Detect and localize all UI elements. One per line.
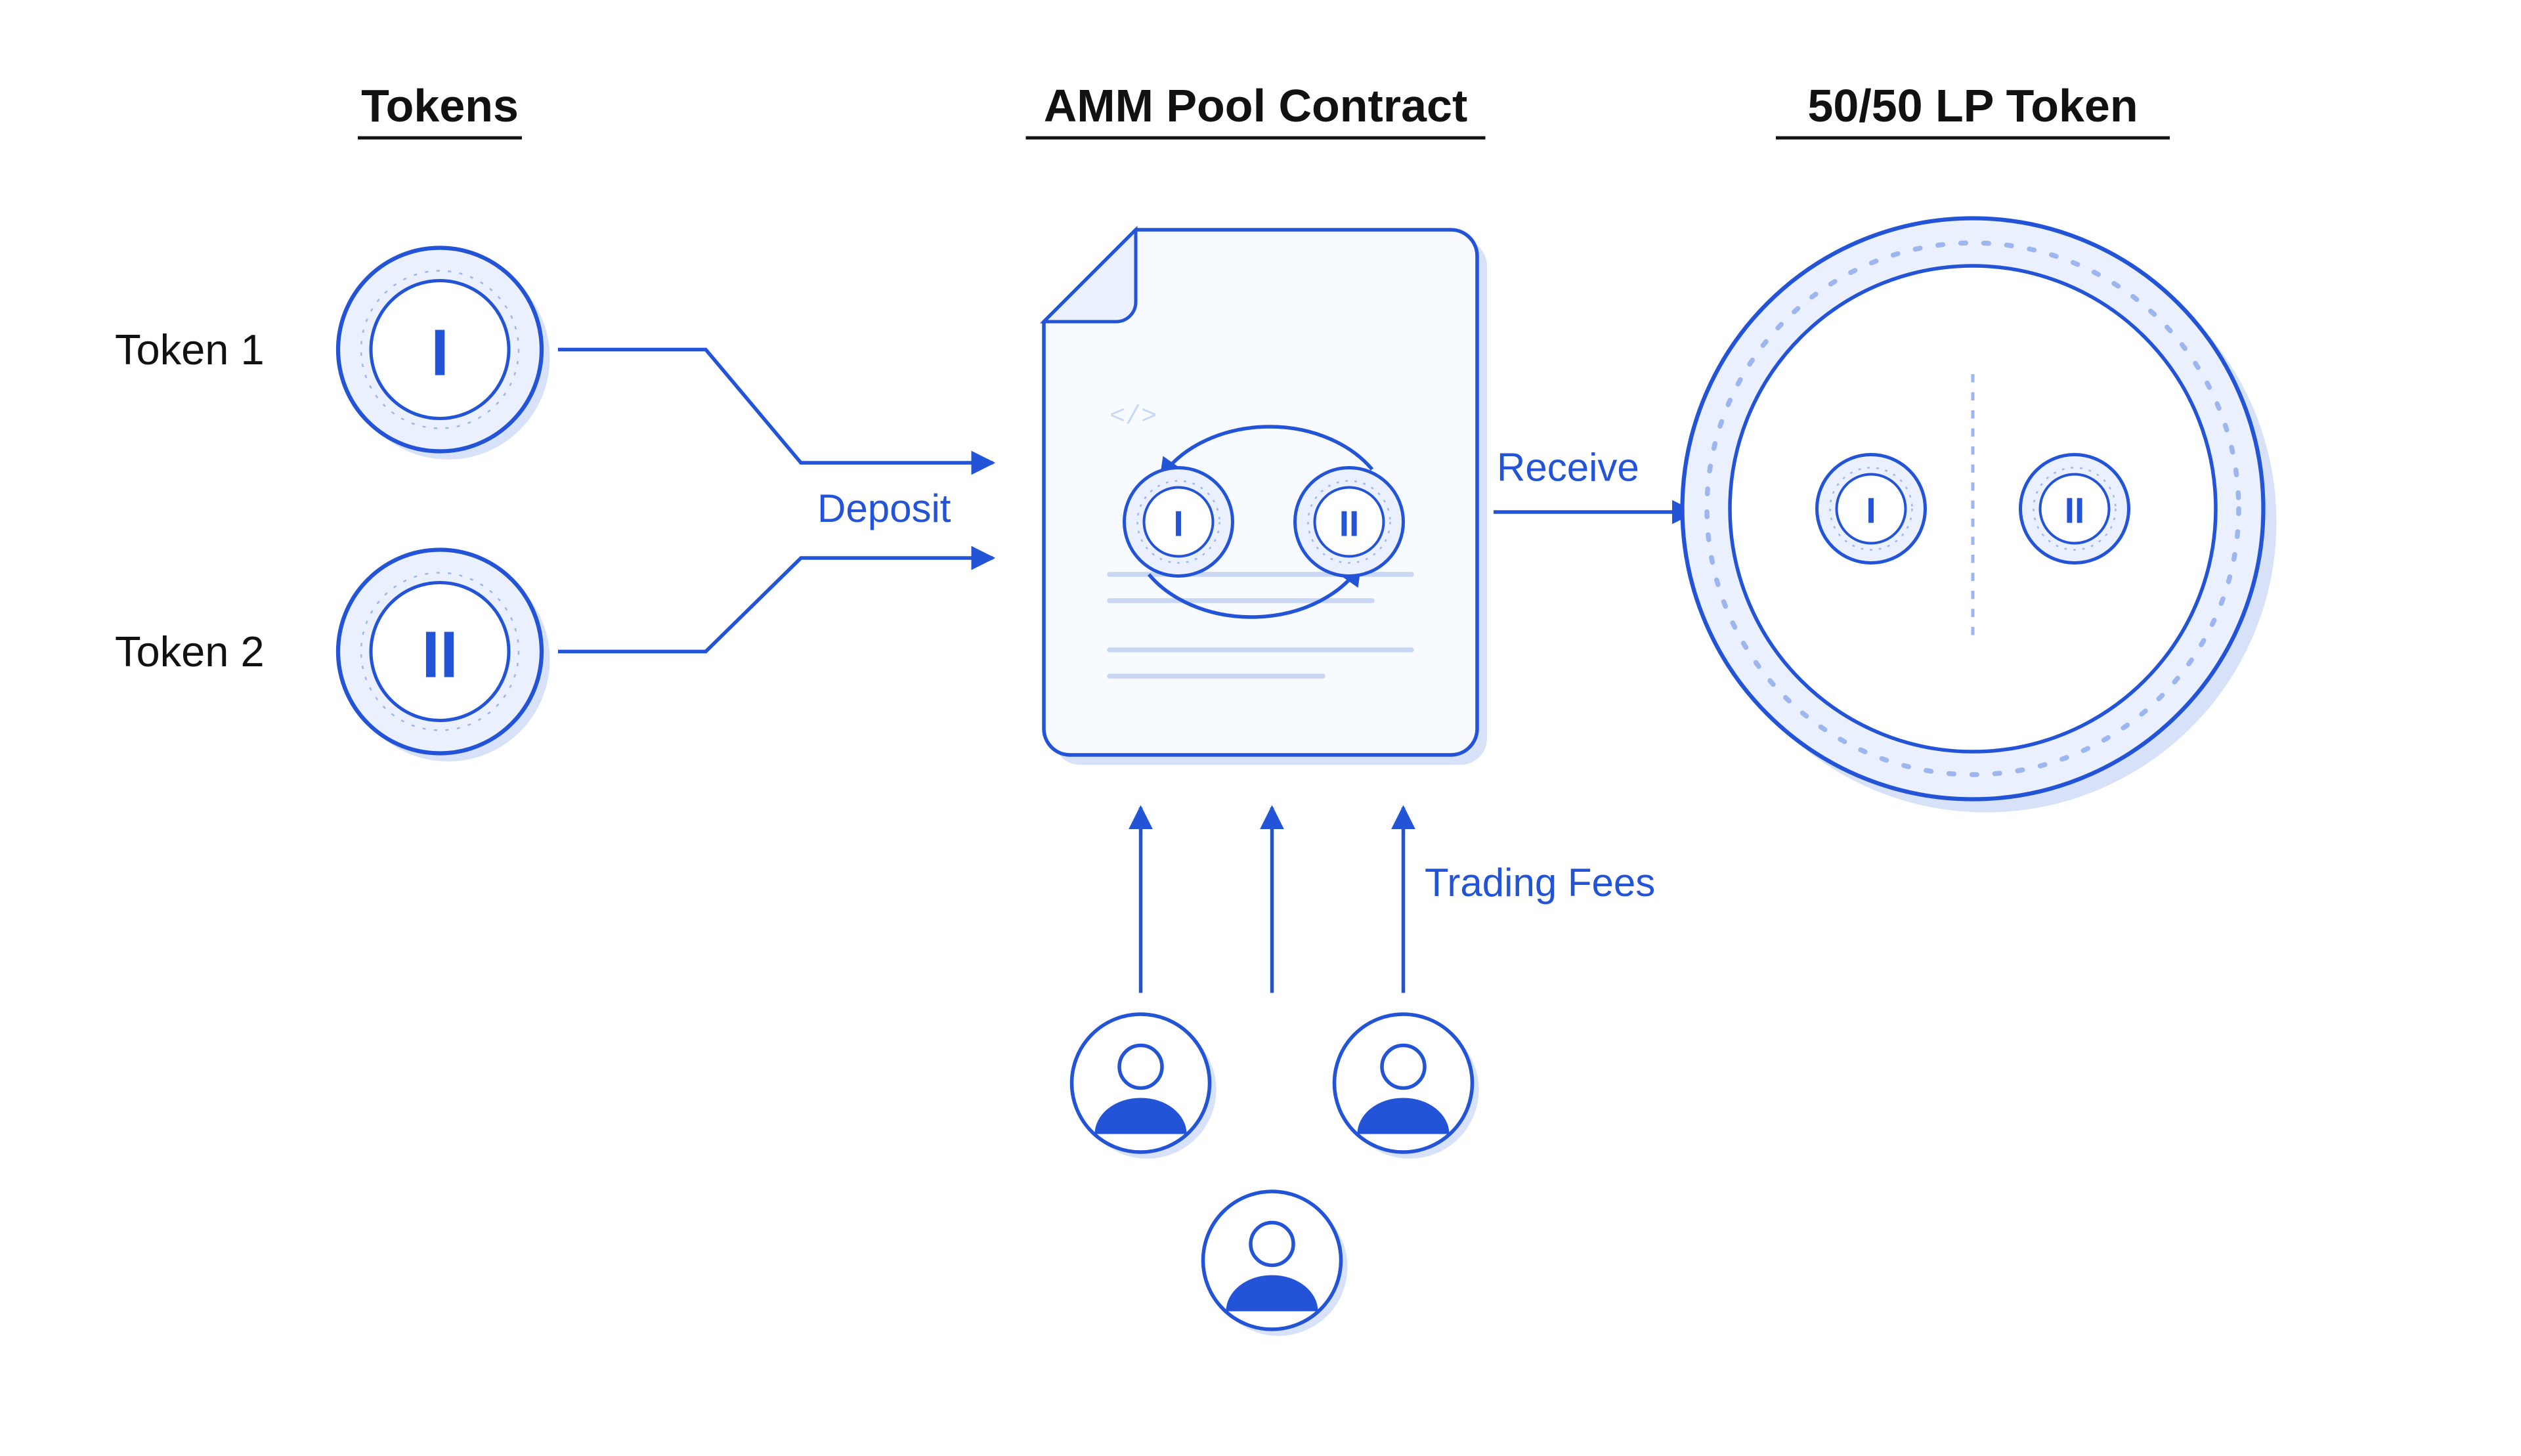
receive-label: Receive: [1497, 446, 1639, 490]
deposit-label: Deposit: [817, 486, 951, 530]
token2-label: Token 2: [115, 628, 265, 675]
trading-fees: Trading Fees: [1141, 807, 1656, 993]
receive-arrow: Receive: [1494, 446, 1694, 513]
svg-text:II: II: [1339, 503, 1360, 544]
contract-document: </> I II: [1044, 230, 1487, 765]
svg-text:II: II: [2065, 490, 2085, 531]
heading-amm: AMM Pool Contract: [1026, 80, 1486, 138]
svg-text:AMM Pool Contract: AMM Pool Contract: [1044, 80, 1468, 131]
heading-tokens: Tokens: [358, 80, 522, 138]
svg-text:Tokens: Tokens: [361, 80, 519, 131]
svg-text:50/50 LP Token: 50/50 LP Token: [1807, 80, 2138, 131]
user-icon: [1335, 1014, 1479, 1159]
lp-token: I II: [1683, 219, 2277, 813]
svg-text:I: I: [431, 316, 449, 390]
heading-lp: 50/50 LP Token: [1776, 80, 2170, 138]
token1-coin: I: [338, 248, 550, 460]
user-icon: [1203, 1191, 1348, 1336]
user-icon: [1072, 1014, 1217, 1159]
token1-label: Token 1: [115, 326, 265, 374]
deposit-arrows: Deposit: [558, 350, 993, 652]
trading-fees-label: Trading Fees: [1425, 861, 1655, 905]
svg-text:I: I: [1866, 490, 1876, 531]
svg-text:II: II: [421, 618, 458, 692]
svg-text:I: I: [1173, 503, 1183, 544]
svg-text:</>: </>: [1110, 402, 1157, 432]
token2-coin: II: [338, 550, 550, 762]
amm-diagram: Tokens AMM Pool Contract 50/50 LP Token …: [0, 0, 2521, 1456]
